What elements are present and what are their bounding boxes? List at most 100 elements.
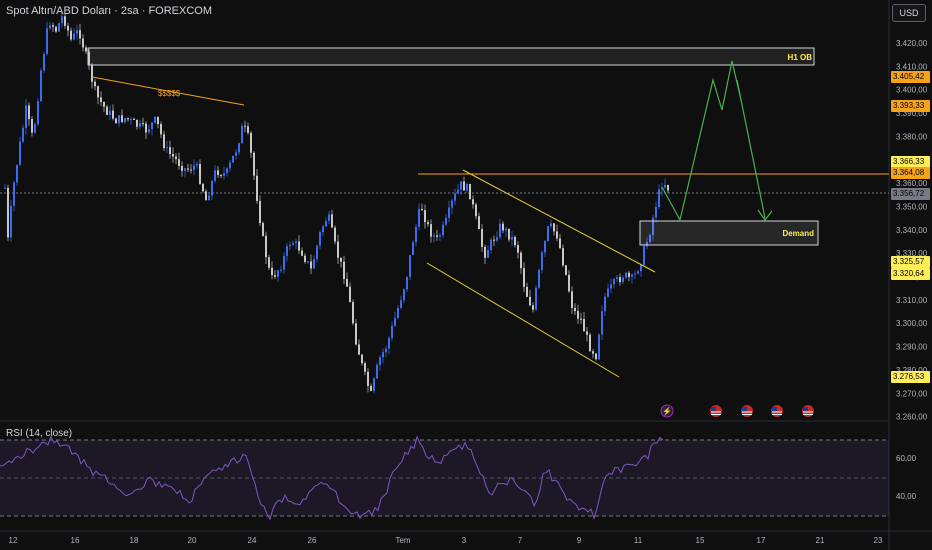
- candle: [103, 102, 105, 107]
- liquidity-trendline[interactable]: [91, 76, 245, 106]
- candle: [259, 201, 261, 224]
- candle: [274, 275, 276, 277]
- symbol-title[interactable]: Spot Altın/ABD Doları · 2sa · FOREXCOM: [6, 5, 213, 17]
- candle: [127, 118, 129, 120]
- candle: [175, 156, 177, 160]
- candle: [499, 223, 501, 238]
- candle: [412, 242, 414, 255]
- candle: [589, 334, 591, 352]
- candle: [349, 286, 351, 303]
- candle: [73, 33, 75, 40]
- candle: [520, 252, 522, 269]
- candle: [547, 226, 549, 241]
- time-tick: 16: [71, 536, 80, 545]
- candle: [37, 101, 39, 125]
- candle: [133, 118, 135, 120]
- svg-text:⚡: ⚡: [662, 406, 672, 416]
- candle: [214, 170, 216, 181]
- candle: [616, 277, 618, 280]
- us-flag-icon[interactable]: [710, 405, 722, 417]
- candle: [571, 291, 573, 308]
- candle: [322, 226, 324, 233]
- projection-arrow: [757, 209, 773, 222]
- time-axis[interactable]: 12 16 18 20 24 26 Tem 3 7 9 11 15 17 21 23: [9, 536, 883, 545]
- candle: [598, 334, 600, 360]
- candle: [145, 123, 147, 133]
- us-flag-icon[interactable]: [802, 405, 814, 417]
- candle: [124, 118, 126, 123]
- candle: [592, 351, 594, 354]
- candle: [235, 152, 237, 156]
- candle: [451, 200, 453, 208]
- candle: [559, 238, 561, 249]
- candle: [595, 353, 597, 360]
- price-label: 3.364,08: [891, 167, 930, 179]
- candle: [583, 318, 585, 332]
- candle: [169, 147, 171, 154]
- candle: [88, 51, 90, 65]
- candle: [541, 252, 543, 270]
- price-tick: 3.360,00: [896, 179, 928, 188]
- candle: [478, 216, 480, 230]
- candle: [163, 134, 165, 149]
- candle: [61, 16, 63, 24]
- candle: [85, 47, 87, 52]
- us-flag-icon[interactable]: [741, 405, 753, 417]
- candle: [256, 175, 258, 202]
- candle: [424, 210, 426, 223]
- candle: [652, 217, 654, 235]
- candle: [394, 317, 396, 326]
- h1-ob-zone[interactable]: [87, 47, 815, 66]
- projection-path[interactable]: [661, 60, 766, 222]
- candle: [238, 143, 240, 153]
- candle: [226, 168, 228, 174]
- candle: [355, 323, 357, 345]
- candle: [40, 70, 42, 102]
- candle: [148, 129, 150, 133]
- candle: [643, 246, 645, 265]
- candle: [178, 159, 180, 166]
- candle: [43, 53, 45, 71]
- candle: [667, 184, 669, 191]
- candle: [574, 307, 576, 312]
- candle: [562, 248, 564, 266]
- candle: [493, 239, 495, 241]
- candle: [505, 228, 507, 231]
- lightning-icon[interactable]: [660, 404, 674, 418]
- candle: [328, 214, 330, 221]
- candle: [151, 122, 153, 130]
- candle: [304, 255, 306, 262]
- candle: [58, 23, 60, 32]
- candle: [358, 344, 360, 355]
- candle: [64, 16, 66, 26]
- candle: [526, 286, 528, 297]
- h1-ob-label: H1 OB: [788, 53, 813, 62]
- rsi-title[interactable]: RSI (14, close): [6, 428, 73, 439]
- time-tick: Tem: [395, 536, 410, 545]
- candle: [331, 214, 333, 228]
- channel-upper-line[interactable]: [462, 169, 656, 273]
- currency-button[interactable]: USD: [892, 4, 926, 22]
- candle: [352, 302, 354, 324]
- time-tick: 17: [757, 536, 766, 545]
- candle: [91, 64, 93, 82]
- candle: [430, 224, 432, 237]
- candle: [268, 257, 270, 268]
- candle: [172, 153, 174, 157]
- us-flag-icon[interactable]: [771, 405, 783, 417]
- candle: [49, 25, 51, 29]
- candle: [496, 237, 498, 241]
- candle: [511, 236, 513, 240]
- channel-lower-line[interactable]: [426, 262, 620, 378]
- rsi-line: [0, 435, 664, 521]
- candle: [544, 240, 546, 253]
- candle: [550, 223, 552, 227]
- candle: [244, 125, 246, 127]
- candle: [631, 274, 633, 277]
- candle: [241, 125, 243, 144]
- demand-zone[interactable]: [639, 220, 819, 246]
- time-tick: 7: [518, 536, 523, 545]
- candle: [247, 126, 249, 133]
- candle: [403, 289, 405, 301]
